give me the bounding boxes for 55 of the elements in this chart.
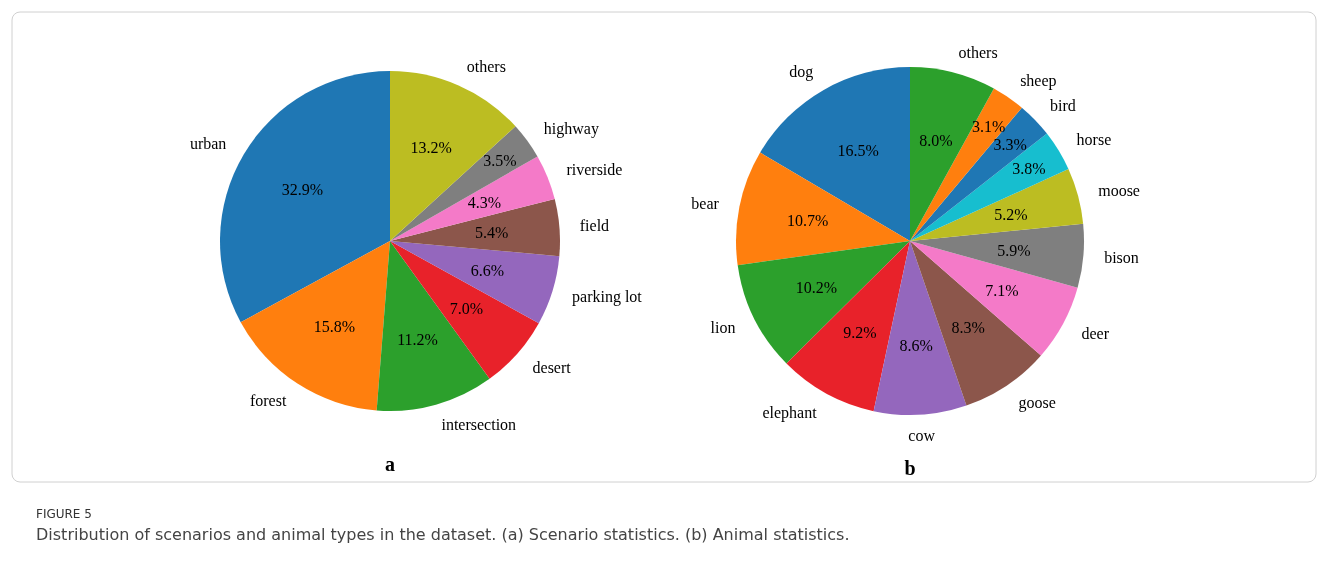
pie-slice [390,126,538,241]
data-label: 5.9% [997,241,1031,259]
slice-label: elephant [762,403,818,422]
data-label: 10.7% [786,212,829,230]
data-label: 15.8% [313,318,356,336]
slice-label: horse [1076,131,1112,149]
data-label: 10.2% [795,279,838,297]
slice-label: bear [691,194,720,212]
slice-label: riverside [566,161,623,179]
data-label: 5.4% [475,224,509,242]
data-label: 7.1% [985,282,1019,300]
data-label: 3.5% [483,152,517,170]
pie-slice [910,133,1069,241]
slice-label: dog [789,63,814,82]
data-label: 8.3% [951,319,985,337]
slice-label: others [466,58,506,76]
data-label: 6.6% [470,262,505,280]
data-label: 7.0% [449,300,484,318]
data-label: 8.0% [919,131,953,149]
data-label: 3.1% [972,117,1006,135]
slice-label: intersection [441,415,517,433]
text: b [904,457,916,479]
data-label: 3.8% [1012,160,1046,178]
pie-slice [390,198,560,257]
text: Distribution of scenarios and animal types in the dataset. (a) Scenario statistics. (b) Animal statistics. [36,525,850,544]
data-label: 9.2% [843,324,877,342]
data-label: 5.2% [994,205,1028,223]
pie-slice [390,156,555,241]
slice-label: others [958,43,998,61]
data-label: 32.9% [281,180,323,198]
slice-label: urban [189,135,227,153]
slice-label: bison [1104,249,1139,267]
data-label: 11.2% [397,330,438,348]
slice-label: lion [710,319,736,337]
slice-label: cow [908,427,936,445]
slice-label: parking lot [572,288,643,307]
pie-slice [390,241,560,324]
slice-label: forest [249,392,287,410]
caption: FIGURE 5 [36,507,92,521]
data-label: 3.3% [993,135,1027,153]
slice-label: field [579,217,610,235]
slice-label: highway [543,120,599,139]
slice-label: sheep [1020,71,1057,90]
slice-label: goose [1018,394,1056,413]
pie-slice [390,71,516,241]
slice-label: deer [1081,325,1110,343]
pie-slice [240,241,390,411]
data-label: 16.5% [837,141,879,159]
slice-label: moose [1098,182,1140,200]
text: a [385,453,395,475]
slice-label: desert [532,358,572,376]
data-label: 4.3% [467,194,502,212]
slice-label: bird [1050,97,1076,115]
data-label: 13.2% [410,139,452,157]
data-label: 8.6% [899,336,933,354]
